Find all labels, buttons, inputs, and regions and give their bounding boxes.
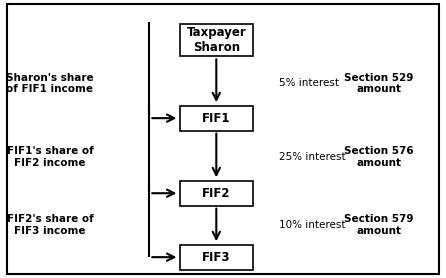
Text: Taxpayer
Sharon: Taxpayer Sharon <box>186 26 246 54</box>
Text: Section 529
amount: Section 529 amount <box>344 73 414 94</box>
Bar <box>179 106 253 131</box>
Text: Section 576
amount: Section 576 amount <box>344 146 414 168</box>
Text: FIF1's share of
FIF2 income: FIF1's share of FIF2 income <box>7 146 93 168</box>
Text: 25% interest: 25% interest <box>279 152 345 162</box>
Text: 10% interest: 10% interest <box>279 220 345 230</box>
Text: 5% interest: 5% interest <box>279 78 339 88</box>
Bar <box>179 181 253 206</box>
Text: FIF2's share of
FIF3 income: FIF2's share of FIF3 income <box>7 214 93 236</box>
Text: Section 579
amount: Section 579 amount <box>344 214 414 236</box>
Text: FIF1: FIF1 <box>202 112 231 125</box>
Bar <box>179 24 253 56</box>
Text: Sharon's share
of FIF1 income: Sharon's share of FIF1 income <box>6 73 94 94</box>
Text: FIF3: FIF3 <box>202 251 231 264</box>
Bar <box>179 245 253 270</box>
Text: FIF2: FIF2 <box>202 187 231 200</box>
